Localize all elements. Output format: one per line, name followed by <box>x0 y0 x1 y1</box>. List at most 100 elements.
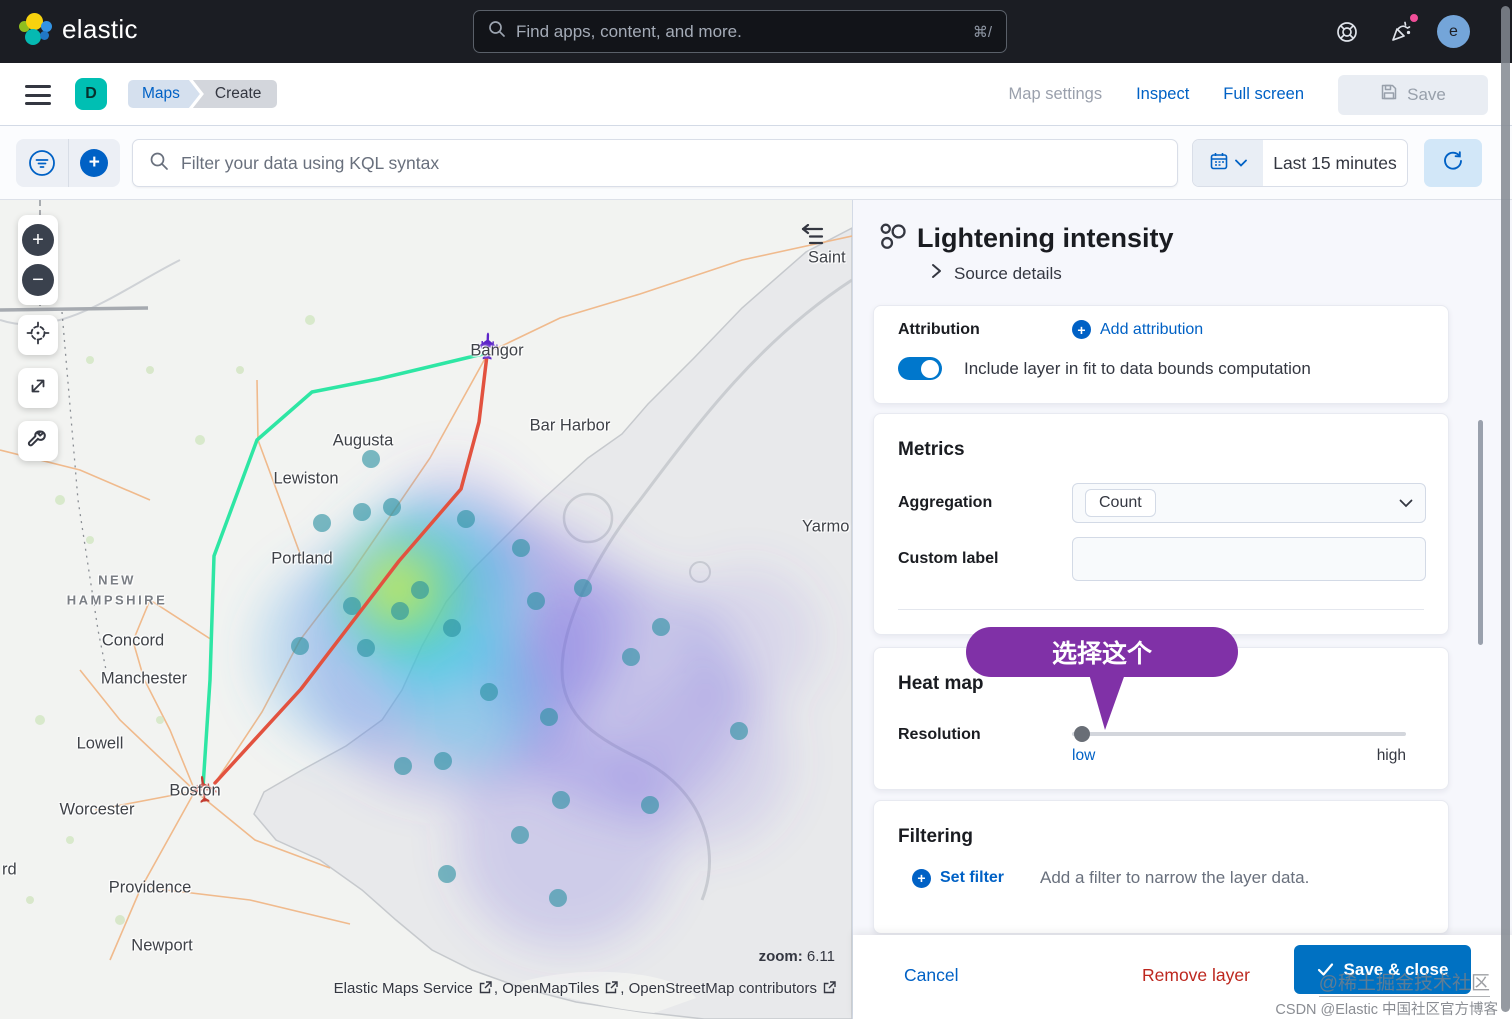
heat-data-point <box>549 889 567 907</box>
menu-hamburger-icon[interactable] <box>25 85 51 105</box>
refresh-icon <box>1442 150 1464 177</box>
aggregation-label: Aggregation <box>898 494 993 511</box>
flight-route <box>213 353 489 785</box>
collapse-panel-icon[interactable] <box>800 223 826 251</box>
heat-data-point <box>641 796 659 814</box>
time-range-label[interactable]: Last 15 minutes <box>1273 152 1397 173</box>
heat-data-point <box>383 498 401 516</box>
global-search-input[interactable] <box>516 21 965 42</box>
panel-footer: Cancel Remove layer Save & close <box>853 935 1512 1019</box>
saved-filters-button[interactable] <box>16 139 68 187</box>
heat-data-point <box>622 648 640 666</box>
heat-data-point <box>313 514 331 532</box>
heat-data-point <box>652 618 670 636</box>
heat-data-point <box>540 708 558 726</box>
set-filter-link[interactable]: + Set filter <box>912 868 1040 888</box>
map-attribution-link[interactable]: OpenMapTiles <box>502 980 620 997</box>
map-canvas[interactable]: ✈ ✈ Saint Bangor Bar Harbor Augusta Lewiston P… <box>0 200 852 1019</box>
map-attribution-link[interactable]: Elastic Maps Service <box>334 980 494 997</box>
user-avatar[interactable]: e <box>1437 15 1470 48</box>
help-icon[interactable] <box>1330 15 1364 49</box>
annotation-tooltip-tail <box>1089 674 1125 730</box>
cancel-button[interactable]: Cancel <box>904 965 959 985</box>
save-and-close-button[interactable]: Save & close <box>1294 945 1471 994</box>
map-attribution: Elastic Maps Service, OpenMapTiles, Open… <box>334 980 838 997</box>
slider-thumb[interactable] <box>1074 726 1090 742</box>
heat-data-point <box>527 592 545 610</box>
kql-input[interactable] <box>181 152 1161 174</box>
metrics-card: Metrics Aggregation Count Custom label <box>873 413 1449 635</box>
crosshair-icon <box>26 321 50 350</box>
external-link-icon <box>606 981 618 994</box>
space-badge[interactable]: D <box>75 78 107 110</box>
zoom-readout: zoom: 6.11 <box>758 948 835 965</box>
time-picker[interactable]: Last 15 minutes <box>1192 139 1408 187</box>
plus-circle-icon: + <box>912 868 931 888</box>
custom-label-input[interactable] <box>1072 537 1426 581</box>
chevron-down-icon <box>1235 154 1247 172</box>
slider-high-label: high <box>1376 747 1406 764</box>
slider-track[interactable] <box>1072 732 1406 736</box>
heat-data-point <box>434 752 452 770</box>
save-button[interactable]: Save <box>1338 74 1488 115</box>
global-search[interactable]: ⌘/ <box>473 10 1007 53</box>
plus-icon: + <box>80 149 109 177</box>
filtering-card: Filtering + Set filter Add a filter to n… <box>873 800 1449 934</box>
metrics-divider <box>898 609 1424 610</box>
map-settings-button[interactable]: Map settings <box>1008 85 1103 103</box>
filtering-hint: Add a filter to narrow the layer data. <box>1040 868 1310 887</box>
zoom-in-button[interactable]: + <box>22 223 54 256</box>
heatmap-layer-icon <box>879 222 906 254</box>
heat-data-point <box>394 757 412 775</box>
routes-layer <box>201 351 489 789</box>
heat-data-point <box>512 539 530 557</box>
fit-to-data-button[interactable] <box>18 368 58 408</box>
expand-diagonal-icon <box>27 375 49 402</box>
window-scrollbar[interactable] <box>1501 6 1510 1012</box>
app-toolbar: D Maps Create Map settings Inspect Full … <box>0 63 1512 126</box>
elastic-logo-icon[interactable] <box>18 13 56 51</box>
heat-data-point <box>343 597 361 615</box>
breadcrumb-maps[interactable]: Maps <box>128 80 200 108</box>
watermark-csdn: CSDN @Elastic 中国社区官方博客 <box>1275 1002 1498 1018</box>
news-megaphone-icon[interactable] <box>1384 12 1420 49</box>
fit-bounds-toggle[interactable] <box>898 357 942 380</box>
wrench-icon <box>26 427 50 456</box>
search-icon <box>488 20 506 43</box>
inspect-button[interactable]: Inspect <box>1136 85 1190 103</box>
heat-data-point <box>353 503 371 521</box>
resolution-label: Resolution <box>898 726 981 743</box>
heat-data-point <box>357 639 375 657</box>
heat-data-point <box>362 450 380 468</box>
plus-circle-icon: + <box>1072 320 1091 339</box>
time-picker-calendar-section[interactable] <box>1193 140 1263 186</box>
breadcrumb: Maps Create <box>128 80 278 108</box>
chevron-right-icon <box>929 263 943 284</box>
full-screen-button[interactable]: Full screen <box>1223 85 1304 103</box>
heat-data-point <box>291 637 309 655</box>
watermark-juejin: @稀土掘金技术社区 <box>1318 968 1490 997</box>
heat-data-point <box>574 579 592 597</box>
add-filter-button[interactable]: + <box>67 139 121 187</box>
slider-low-label: low <box>1072 747 1096 764</box>
save-floppy-icon <box>1380 83 1398 106</box>
zoom-out-button[interactable]: − <box>22 264 54 297</box>
search-shortcut-hint: ⌘/ <box>972 23 992 41</box>
resolution-slider[interactable]: low high <box>1072 715 1406 764</box>
breadcrumb-create: Create <box>192 80 278 108</box>
kql-filter-bar[interactable] <box>132 139 1178 187</box>
add-attribution-link[interactable]: + Add attribution <box>1072 320 1203 339</box>
tools-button[interactable] <box>18 421 58 461</box>
custom-label-label: Custom label <box>898 550 999 567</box>
aggregation-select[interactable]: Count <box>1072 483 1426 523</box>
panel-scrollbar[interactable] <box>1478 420 1483 645</box>
refresh-button[interactable] <box>1424 139 1482 187</box>
map-attribution-link[interactable]: OpenStreetMap contributors <box>629 980 838 997</box>
remove-layer-button[interactable]: Remove layer <box>1142 965 1250 985</box>
source-details-toggle[interactable]: Source details <box>929 263 1062 284</box>
attribution-label: Attribution <box>898 320 980 338</box>
set-view-button[interactable] <box>18 315 58 355</box>
fit-bounds-toggle-label: Include layer in fit to data bounds comp… <box>964 358 1311 378</box>
map-zoom-controls: + − <box>18 215 58 305</box>
